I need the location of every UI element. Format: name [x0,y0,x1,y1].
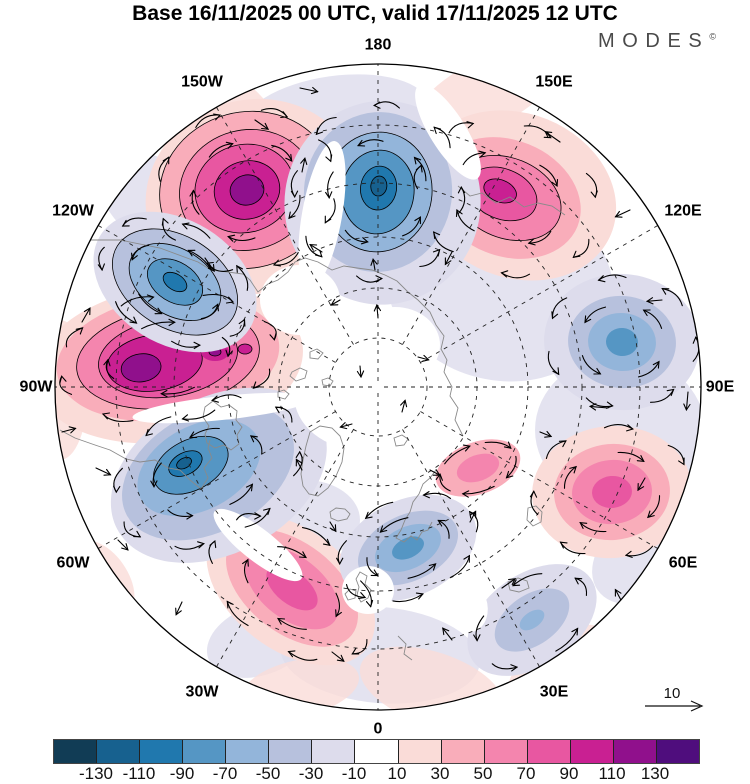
anomaly-low-hudson-65w [110,387,327,563]
meridian-label-180: 180 [365,37,392,54]
colorbar-tick-label: -30 [298,764,324,783]
meridian-label-90W: 90W [20,379,54,396]
brand-text: MODES [598,30,710,52]
colorbar-tick-label: -90 [169,764,195,783]
vector-reference: 10 [645,685,704,712]
colorbar-cell [656,740,699,763]
colorbar-labels: -130 -110 -90 -70 -50 -30 -10 10 30 50 70 90 110 130 [0,764,750,783]
anomaly-high-urals-60e [532,425,692,559]
wind-arrows [59,86,701,694]
colorbar-cell [613,740,657,763]
colorbar-tick-label: -70 [212,764,238,783]
colorbar-cell [54,740,98,763]
colorbar-cell [226,740,270,763]
colorbar-cell [570,740,614,763]
brand-mark: © [709,31,716,42]
anomaly-gap [350,307,440,383]
meridian-label-120E: 120E [664,203,702,220]
anomaly-high-core-95w [237,343,253,355]
vector-reference-label: 10 [664,685,681,702]
colorbar-cell [269,740,313,763]
colorbar-tick-label: -110 [122,764,156,783]
colorbar-cell [183,740,227,763]
colorbar [53,739,700,764]
map-fill-layer [55,64,701,710]
colorbar-tick-label: 90 [559,764,579,783]
colorbar-tick-label: 10 [387,764,407,783]
meridian-label-0: 0 [374,721,383,736]
colorbar-tick-label: 110 [598,764,626,783]
colorbar-cell [484,740,528,763]
colorbar-cell [355,740,399,763]
anomaly-gap [442,577,488,633]
anomaly-high-45e [435,439,521,497]
meridian-label-150E: 150E [535,74,573,91]
chart-title: Base 16/11/2025 00 UTC, valid 17/11/2025… [132,2,618,25]
colorbar-tick-label: -130 [78,764,114,783]
meridian-label-150W: 150W [181,74,224,91]
colorbar-cell [398,740,442,763]
meridian-label-60W: 60W [57,555,91,572]
colorbar-cell [140,740,184,763]
colorbar-tick-label: -10 [341,764,367,783]
colorbar-tick-label: -50 [255,764,281,783]
anomaly-gap [260,265,340,335]
anomaly-gap [213,508,303,582]
colorbar-cell [527,740,571,763]
colorbar-cell [312,740,356,763]
graticule [55,64,701,710]
polar-anomaly-map: 180 150E 120E 90E 60E 30E 0 30W 60W 90W 120W 150W 10 [20,37,735,736]
anomaly-low-90e [544,273,700,411]
anomaly-gap [298,141,346,289]
colorbar-tick-label: 30 [430,764,450,783]
anomaly-gap [132,392,312,424]
anomaly-low-30e-blacksea [467,564,597,676]
brand-logo: MODES© [598,30,716,53]
colorbar-tick-label: 70 [516,764,536,783]
colorbar-cell [97,740,141,763]
meridian-label-60E: 60E [669,555,698,572]
map-outline [54,63,702,711]
meridian-label-120W: 120W [52,203,95,220]
colorbar-tick-label: 130 [640,764,670,783]
anomaly-gap [415,84,481,180]
meridian-label-90E: 90E [706,379,735,396]
meridian-label-30E: 30E [540,684,569,701]
colorbar-tick-label: 50 [473,764,493,783]
meridian-label-30W: 30W [186,684,220,701]
colorbar-cell [441,740,485,763]
